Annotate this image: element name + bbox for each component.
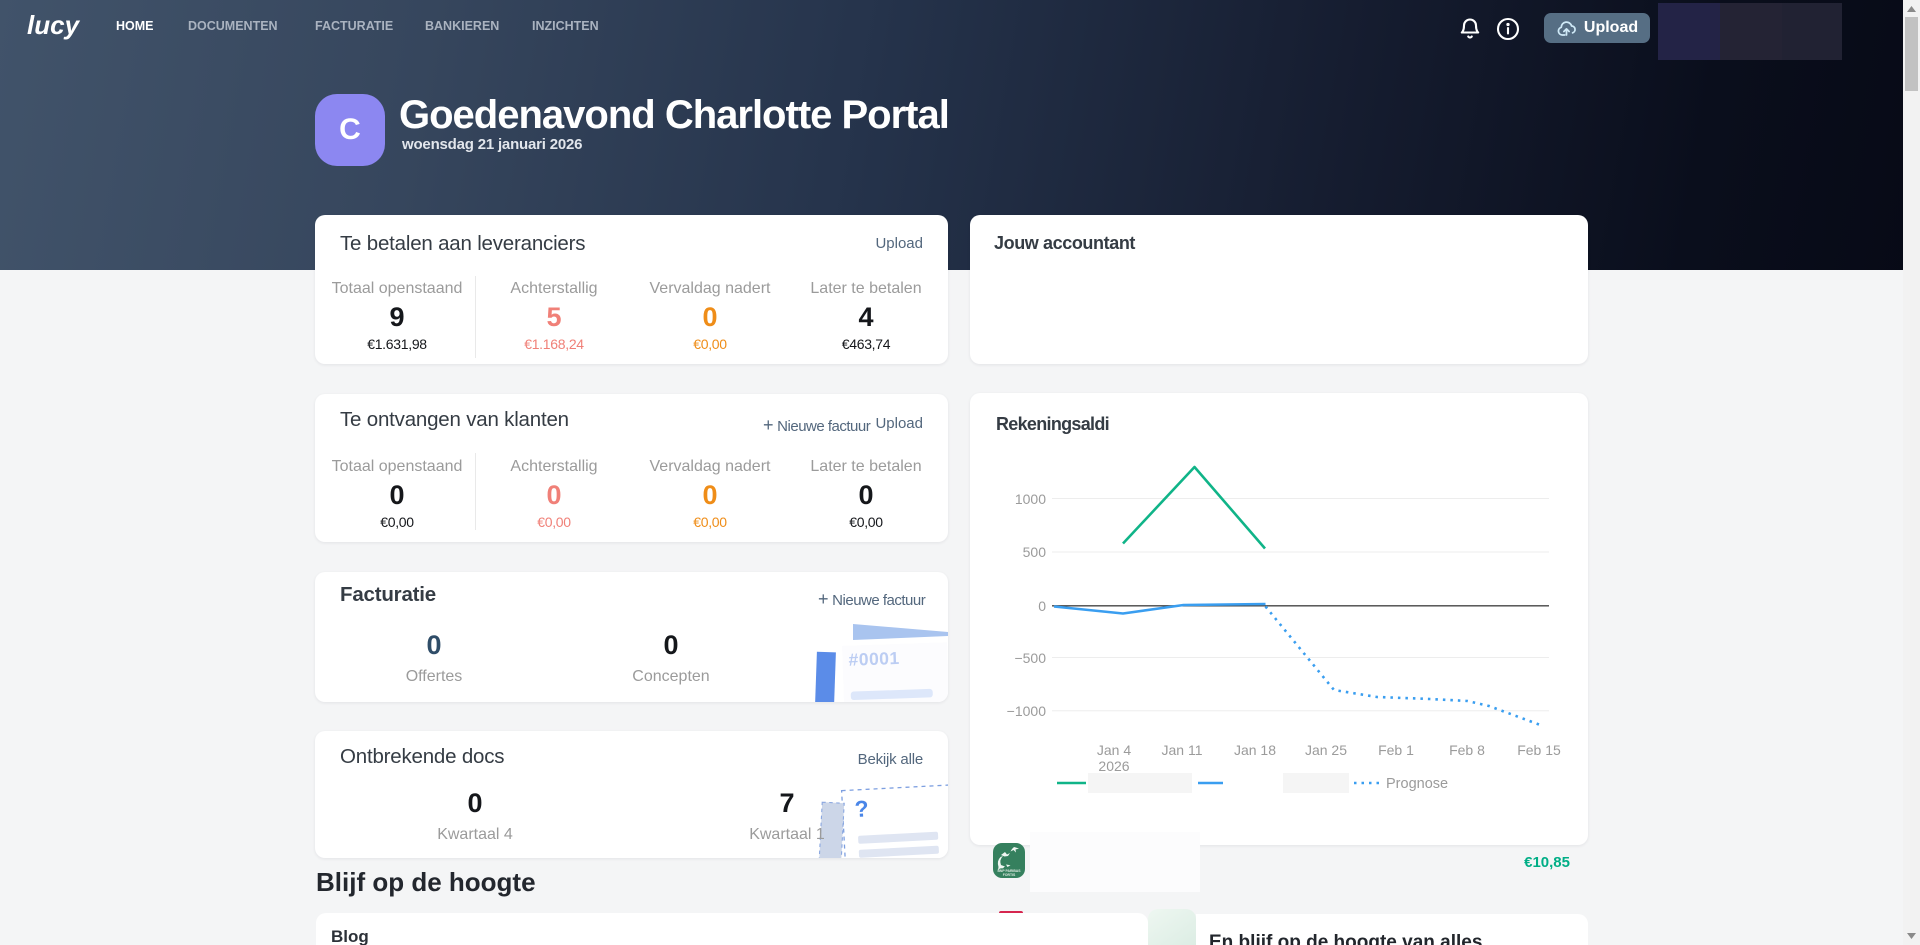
svg-text:Feb 1: Feb 1 (1378, 742, 1414, 758)
svg-text:BNP PARIBAS: BNP PARIBAS (997, 869, 1021, 873)
svg-text:0: 0 (1038, 598, 1046, 614)
svg-text:?: ? (854, 795, 869, 822)
svg-text:1000: 1000 (1015, 491, 1046, 507)
svg-text:−1000: −1000 (1007, 703, 1047, 719)
svg-text:FORTIS: FORTIS (1003, 873, 1016, 877)
svg-text:Jan 11: Jan 11 (1162, 742, 1203, 758)
svg-text:Jan 25: Jan 25 (1305, 742, 1347, 758)
svg-text:2026: 2026 (1098, 758, 1129, 774)
svg-text:Jan 18: Jan 18 (1234, 742, 1276, 758)
svg-text:500: 500 (1023, 544, 1047, 560)
svg-text:Jan 4: Jan 4 (1097, 742, 1131, 758)
svg-text:−500: −500 (1014, 650, 1046, 666)
svg-text:Prognose: Prognose (1386, 776, 1448, 792)
svg-text:Feb 15: Feb 15 (1517, 742, 1561, 758)
svg-text:#0001: #0001 (848, 648, 900, 670)
svg-text:Feb 8: Feb 8 (1449, 742, 1485, 758)
